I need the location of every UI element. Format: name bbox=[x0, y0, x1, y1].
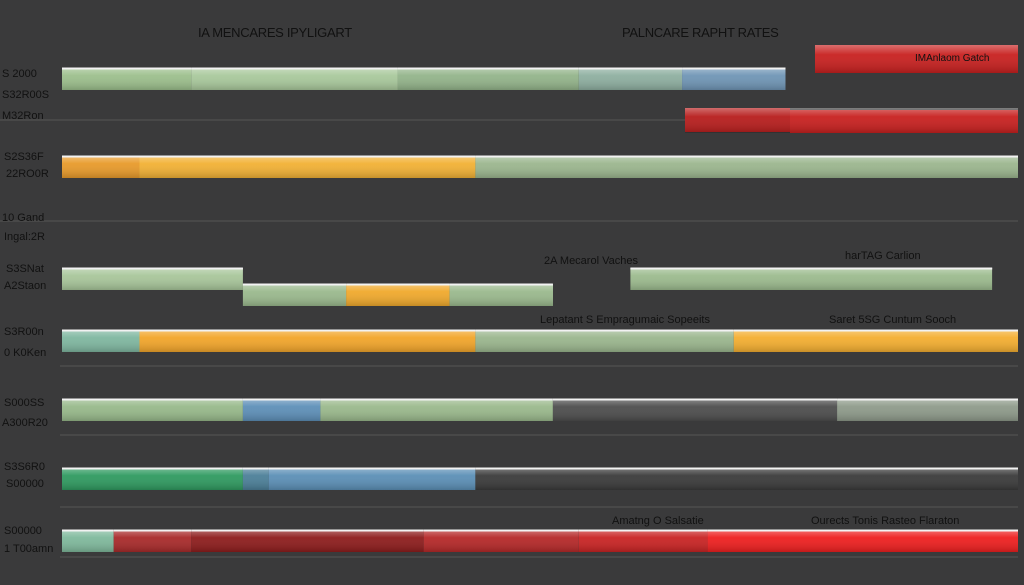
badge-second-shine bbox=[685, 108, 1018, 133]
row-label: M32Ron bbox=[2, 110, 44, 122]
bar-segment-shine bbox=[62, 468, 243, 490]
badge-second bbox=[685, 108, 1018, 133]
bar-segment-shine bbox=[346, 284, 450, 306]
bar-segment-shine bbox=[62, 330, 140, 352]
bar-segment-shine bbox=[242, 399, 321, 421]
bar-segment-shine bbox=[113, 530, 192, 552]
bar-segment-shine bbox=[707, 530, 1018, 552]
bar-segment-shine bbox=[475, 468, 1018, 490]
row-label: S2S36F bbox=[4, 151, 44, 163]
bar-row bbox=[62, 329, 1018, 352]
bar-segment-shine bbox=[62, 156, 140, 178]
bar-segment-shine bbox=[191, 530, 424, 552]
badge-top-shine bbox=[815, 45, 1018, 73]
row-label: S00000 bbox=[4, 525, 42, 537]
row-label: S3R00n bbox=[4, 326, 44, 338]
bar-row bbox=[62, 529, 1018, 552]
bar-segment-shine bbox=[552, 399, 838, 421]
bar-segment-shine bbox=[242, 468, 269, 490]
row-label: S00000 bbox=[6, 478, 44, 490]
annotation-label: Saret 5SG Cuntum Sooch bbox=[829, 314, 956, 326]
row-label: S3SNat bbox=[6, 263, 44, 275]
bar-segment-shine bbox=[578, 530, 708, 552]
bar-segment-shine bbox=[475, 330, 734, 352]
chart-title-right: PALNCARE RAPHT RATES bbox=[622, 25, 779, 40]
bar-segment-shine bbox=[139, 156, 476, 178]
row-label: S000SS bbox=[4, 397, 44, 409]
bar-row bbox=[62, 267, 993, 306]
bar-segment-shine bbox=[733, 330, 1018, 352]
bar-segment-shine bbox=[449, 284, 553, 306]
annotation-label: Ourects Tonis Rasteo Flaraton bbox=[811, 515, 959, 527]
bar-segment-shine bbox=[62, 399, 243, 421]
bar-segment-shine bbox=[62, 268, 243, 290]
bar-segment-shine bbox=[423, 530, 579, 552]
bar-segment-shine bbox=[242, 284, 347, 306]
row-label: 10 Gand bbox=[2, 212, 44, 224]
bar-segment-shine bbox=[268, 468, 476, 490]
row-label: Ingal:2R bbox=[4, 231, 45, 243]
bar-segment-shine bbox=[837, 399, 1018, 421]
bar-segment-shine bbox=[139, 330, 476, 352]
badge-top-text: IMAnlaom Gatch bbox=[915, 53, 989, 64]
bar-segment-shine bbox=[630, 268, 993, 290]
badge-top: IMAnlaom Gatch bbox=[815, 45, 1018, 73]
bar-row bbox=[62, 155, 1018, 178]
bar-row bbox=[62, 467, 1018, 490]
chart-title-left: IA MENCARES IPYLIGART bbox=[198, 25, 352, 40]
row-label: A300R20 bbox=[2, 417, 48, 429]
row-label: S3S6R0 bbox=[4, 461, 45, 473]
annotations: 2A Mecarol Vaches harTAG Carlion Lepatan… bbox=[540, 250, 959, 527]
bar-row bbox=[62, 398, 1018, 421]
bar-segment-shine bbox=[320, 399, 553, 421]
bar-segment-shine bbox=[578, 68, 683, 90]
annotation-label: harTAG Carlion bbox=[845, 250, 921, 262]
row-label: S 2000 bbox=[2, 68, 37, 80]
annotation-label: Amatng O Salsatie bbox=[612, 515, 704, 527]
bar-segment-shine bbox=[682, 68, 786, 90]
row-label: A2Staon bbox=[4, 280, 46, 292]
row-label: S32R00S bbox=[2, 89, 49, 101]
annotation-label: Lepatant S Empragumaic Sopeeits bbox=[540, 314, 710, 326]
bar-segment-shine bbox=[62, 530, 114, 552]
bar-segment-shine bbox=[397, 68, 579, 90]
annotation-label: 2A Mecarol Vaches bbox=[544, 255, 638, 267]
row-label: 1 T00amn bbox=[4, 543, 53, 555]
bar-segment-shine bbox=[475, 156, 1018, 178]
row-label: 22RO0R bbox=[6, 168, 49, 180]
row-labels: S 2000 S32R00S M32Ron S2S36F 22RO0R 10 G… bbox=[2, 68, 53, 555]
bar-segment-shine bbox=[62, 68, 192, 90]
bar-row bbox=[62, 67, 786, 90]
bar-segment-shine bbox=[191, 68, 398, 90]
row-label: 0 K0Ken bbox=[4, 347, 46, 359]
bars-layer bbox=[62, 67, 1018, 552]
